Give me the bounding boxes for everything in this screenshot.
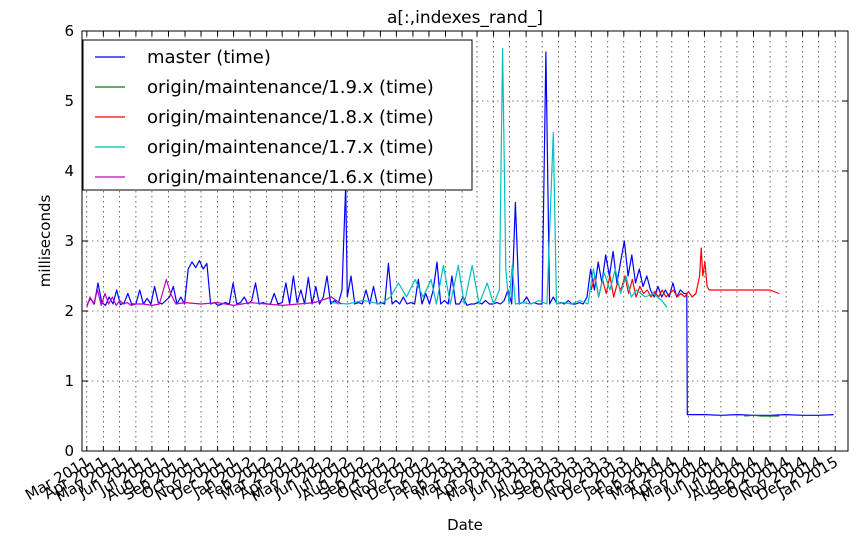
y-tick-label: 0 xyxy=(64,442,74,460)
series-line-0 xyxy=(86,51,834,416)
legend-entry-label: master (time) xyxy=(147,47,271,68)
legend-entry-label: origin/maintenance/1.8.x (time) xyxy=(147,107,434,128)
y-tick-labels: 0 1 2 3 4 5 6 xyxy=(64,22,74,460)
y-tick-label: 5 xyxy=(64,92,74,110)
series-line-1 xyxy=(744,414,780,417)
legend: master (time) origin/maintenance/1.9.x (t… xyxy=(82,39,473,191)
y-tick-label: 6 xyxy=(64,22,74,40)
chart-title: a[:,indexes_rand_] xyxy=(387,8,543,28)
series-line-3 xyxy=(331,47,668,308)
y-tick-label: 4 xyxy=(64,162,74,180)
x-axis-label: Date xyxy=(447,516,483,534)
y-tick-label: 3 xyxy=(64,232,74,250)
y-tick-label: 1 xyxy=(64,372,74,390)
axis-ticks xyxy=(82,30,848,452)
y-axis-label: milliseconds xyxy=(36,195,54,288)
legend-entry-label: origin/maintenance/1.9.x (time) xyxy=(147,77,434,98)
legend-entry-label: origin/maintenance/1.7.x (time) xyxy=(147,137,434,158)
data-series xyxy=(86,47,834,417)
legend-entry-label: origin/maintenance/1.6.x (time) xyxy=(147,167,434,188)
legend-box xyxy=(82,39,473,191)
y-tick-label: 2 xyxy=(64,302,74,320)
series-line-2 xyxy=(590,247,780,298)
series-line-4 xyxy=(86,278,342,308)
